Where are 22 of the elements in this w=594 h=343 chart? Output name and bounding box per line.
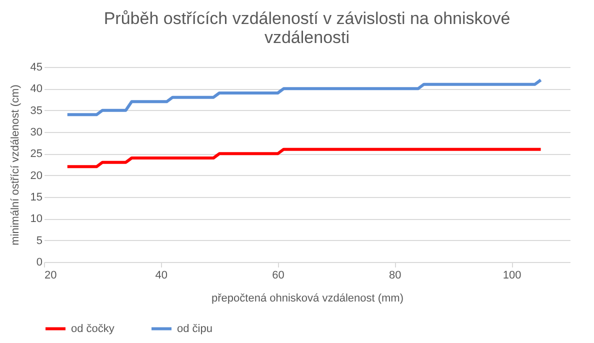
x-tick-label: 100: [502, 270, 522, 282]
y-tick-label: 25: [30, 148, 42, 160]
y-tick-label: 5: [36, 234, 42, 247]
line-series: [66, 148, 542, 168]
y-tick-label: 35: [30, 104, 42, 117]
chart-title: Průběh ostřících vzdáleností v závislosti na ohniskové vzdálenosti: [104, 9, 510, 47]
x-tick-label: 80: [389, 270, 402, 282]
y-tick-label: 40: [30, 83, 42, 96]
y-axis-title: minimální ostřící vzdálenost (cm): [9, 84, 22, 246]
y-tick-label: 20: [30, 170, 42, 182]
x-tick-label: 40: [155, 270, 168, 282]
y-tick-label: 0: [36, 256, 42, 268]
y-tick-label: 45: [30, 62, 42, 74]
x-tick-label: 20: [44, 270, 57, 282]
x-tick-label: 60: [272, 270, 284, 282]
line-series: [66, 78, 542, 116]
x-axis-title: přepočtená ohnisková vzdálenost (mm): [212, 292, 404, 304]
legend-label: od čipu: [177, 322, 212, 335]
legend-label: od čočky: [71, 322, 115, 335]
y-tick-label: 15: [30, 192, 42, 204]
y-tick-label: 10: [30, 213, 42, 226]
y-tick-label: 30: [30, 126, 42, 138]
